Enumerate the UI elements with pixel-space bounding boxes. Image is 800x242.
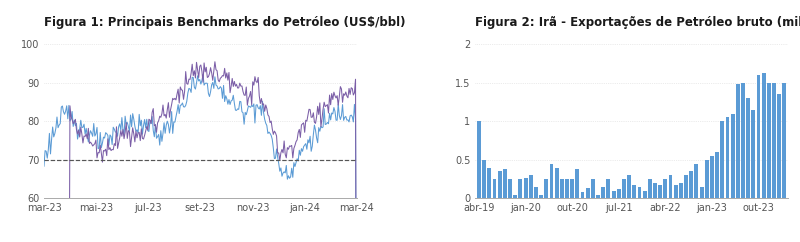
Bar bbox=[638, 187, 642, 198]
Bar bbox=[606, 179, 610, 198]
Brent bbox=[113, 147, 122, 150]
Bar bbox=[508, 179, 512, 198]
Bar bbox=[477, 121, 481, 198]
Bar bbox=[720, 121, 724, 198]
Bar bbox=[596, 195, 600, 198]
Bar bbox=[690, 171, 693, 198]
Bar bbox=[602, 187, 605, 198]
Bar bbox=[591, 179, 595, 198]
WTI bbox=[341, 115, 350, 118]
Bar bbox=[524, 178, 527, 198]
Brent bbox=[177, 88, 186, 91]
Bar bbox=[730, 114, 734, 198]
Bar bbox=[762, 73, 766, 198]
Bar bbox=[493, 179, 497, 198]
Bar bbox=[617, 189, 621, 198]
Text: Figura 2: Irã - Exportações de Petróleo bruto (milhões de barris): Figura 2: Irã - Exportações de Petróleo … bbox=[475, 16, 800, 29]
Bar bbox=[663, 179, 667, 198]
Bar bbox=[700, 187, 703, 198]
Bar bbox=[642, 191, 646, 198]
Bar bbox=[782, 83, 786, 198]
WTI bbox=[39, 165, 49, 168]
Line: Brent: Brent bbox=[44, 62, 357, 242]
Bar bbox=[518, 179, 522, 198]
WTI bbox=[177, 104, 186, 106]
Line: WTI: WTI bbox=[44, 75, 357, 242]
Bar bbox=[498, 171, 502, 198]
WTI bbox=[43, 148, 53, 151]
Bar bbox=[570, 179, 574, 198]
Bar bbox=[565, 179, 569, 198]
Bar bbox=[514, 195, 517, 198]
Bar bbox=[560, 179, 564, 198]
Bar bbox=[705, 160, 709, 198]
Brent bbox=[229, 85, 238, 88]
Bar bbox=[632, 185, 636, 198]
Bar bbox=[487, 168, 491, 198]
Bar bbox=[534, 187, 538, 198]
Bar bbox=[529, 175, 533, 198]
WTI bbox=[229, 94, 238, 97]
Bar bbox=[767, 83, 770, 198]
Bar bbox=[658, 185, 662, 198]
Text: Figura 1: Principais Benchmarks do Petróleo (US$/bbl): Figura 1: Principais Benchmarks do Petró… bbox=[44, 16, 406, 29]
Bar bbox=[751, 110, 755, 198]
Bar bbox=[612, 191, 615, 198]
Bar bbox=[539, 195, 543, 198]
Bar bbox=[653, 183, 657, 198]
Bar bbox=[736, 84, 740, 198]
Bar bbox=[554, 168, 558, 198]
WTI bbox=[113, 135, 122, 138]
Brent bbox=[210, 60, 220, 63]
Bar bbox=[772, 83, 776, 198]
Bar bbox=[778, 94, 781, 198]
Brent bbox=[341, 91, 350, 93]
Bar bbox=[648, 179, 652, 198]
Bar bbox=[684, 175, 688, 198]
Bar bbox=[694, 164, 698, 198]
WTI bbox=[313, 141, 322, 144]
Bar bbox=[627, 175, 631, 198]
Bar bbox=[581, 192, 585, 198]
Bar bbox=[544, 179, 548, 198]
Bar bbox=[757, 75, 761, 198]
Brent bbox=[313, 105, 322, 108]
Bar bbox=[669, 175, 673, 198]
Bar bbox=[726, 117, 730, 198]
Bar bbox=[575, 169, 579, 198]
Bar bbox=[482, 160, 486, 198]
Bar bbox=[746, 98, 750, 198]
Bar bbox=[586, 189, 590, 198]
Bar bbox=[679, 183, 683, 198]
Bar bbox=[710, 156, 714, 198]
WTI bbox=[198, 73, 208, 76]
Bar bbox=[622, 179, 626, 198]
Bar bbox=[741, 83, 745, 198]
Bar bbox=[674, 185, 678, 198]
Bar bbox=[503, 169, 507, 198]
Bar bbox=[715, 152, 719, 198]
Bar bbox=[550, 164, 554, 198]
